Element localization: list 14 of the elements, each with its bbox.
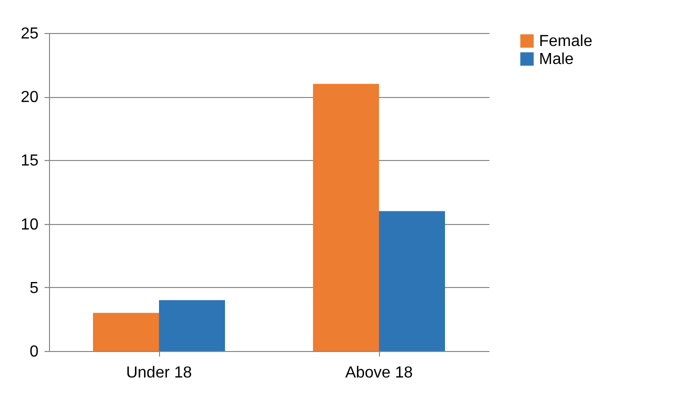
bar: [313, 84, 379, 351]
y-tick-label: 20: [20, 89, 39, 106]
y-tick-label: 10: [20, 216, 39, 234]
legend-label: Male: [539, 51, 574, 68]
y-tick-label: 15: [20, 152, 39, 170]
y-tick-label: 5: [30, 280, 39, 297]
x-tick-label: Above 18: [345, 364, 413, 382]
bar: [159, 300, 225, 351]
y-tick-label: 0: [30, 344, 39, 360]
y-tick-label: 25: [20, 26, 39, 42]
x-tick-label: Under 18: [126, 364, 192, 382]
bar: [379, 211, 445, 351]
bar: [93, 312, 159, 351]
legend-label: Female: [539, 33, 592, 50]
